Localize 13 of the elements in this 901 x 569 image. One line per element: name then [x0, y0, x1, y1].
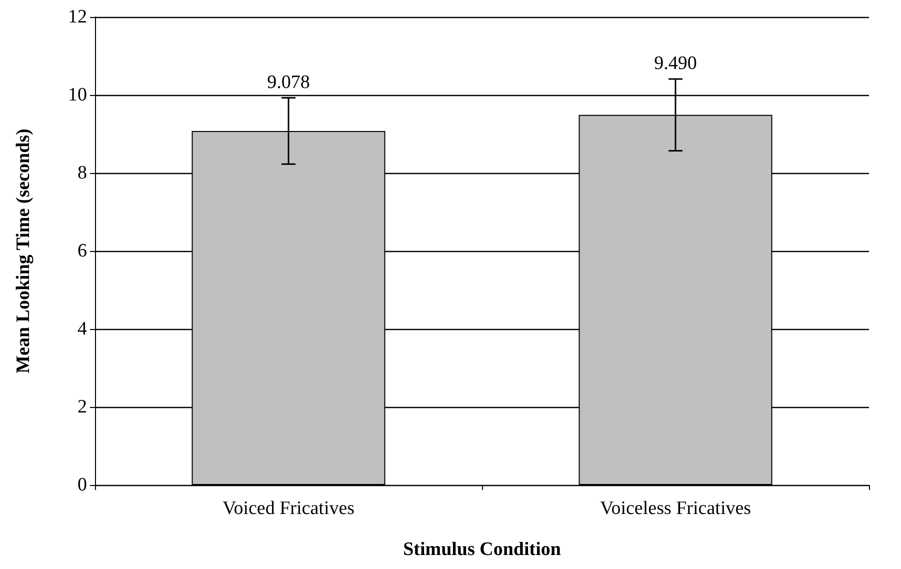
y-tick-label: 8 — [78, 162, 87, 184]
data-label: 9.490 — [654, 53, 697, 74]
x-axis-title: Stimulus Condition — [403, 539, 562, 560]
x-tick-label: Voiceless Fricatives — [600, 498, 752, 519]
x-tick-label: Voiced Fricatives — [222, 498, 355, 519]
y-tick-label: 2 — [78, 396, 87, 418]
y-tick-label: 12 — [68, 6, 87, 28]
y-axis-title: Mean Looking Time (seconds) — [13, 128, 34, 374]
data-label: 9.078 — [267, 72, 310, 93]
y-tick-label: 10 — [68, 84, 87, 106]
y-tick-label: 0 — [78, 474, 87, 496]
y-tick-label: 4 — [78, 318, 88, 340]
y-tick-label: 6 — [78, 240, 87, 262]
